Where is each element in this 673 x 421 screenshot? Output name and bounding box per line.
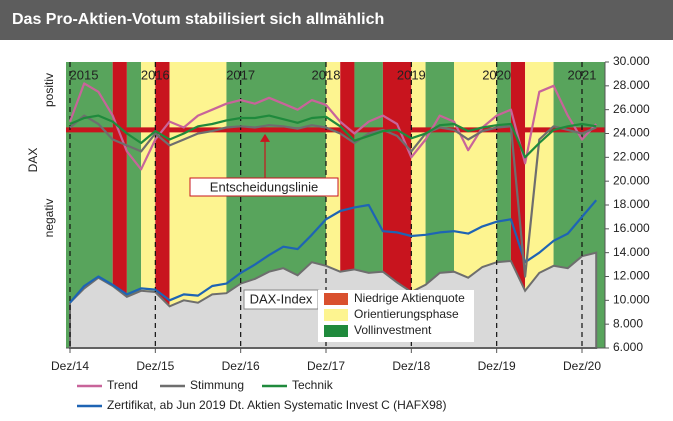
dax-label: DAX-Index — [250, 291, 313, 306]
series-line — [69, 114, 597, 278]
y-tick-label: 20.000 — [613, 173, 650, 187]
annotation: Entscheidungslinie — [210, 179, 318, 194]
year-label: 2021 — [568, 67, 597, 82]
chart-title: Das Pro-Aktien-Votum stabilisiert sich a… — [12, 11, 384, 28]
x-tick-label: Dez/20 — [563, 359, 601, 373]
x-tick-label: Dez/18 — [392, 359, 430, 373]
y-tick-label: 6.000 — [613, 340, 643, 354]
header-bar — [0, 0, 673, 40]
series-line — [69, 114, 597, 159]
legend-label: Trend — [107, 378, 138, 392]
side-label: positiv — [42, 73, 56, 107]
year-label: 2016 — [141, 67, 170, 82]
x-tick-label: Dez/19 — [478, 359, 516, 373]
x-tick-label: Dez/14 — [51, 359, 89, 373]
phase-legend-swatch — [324, 293, 348, 305]
phase-legend-label: Vollinvestment — [354, 323, 432, 337]
phase-legend-label: Niedrige Aktienquote — [354, 291, 465, 305]
y-axis-label: DAX — [26, 148, 40, 173]
phase-legend-swatch — [324, 325, 348, 337]
phase-band — [112, 62, 127, 348]
year-label: 2019 — [397, 67, 426, 82]
phase-band — [411, 62, 426, 348]
year-label: 2018 — [312, 67, 341, 82]
phase-band — [126, 62, 142, 348]
year-label: 2015 — [70, 67, 99, 82]
side-label: negativ — [42, 199, 56, 238]
y-tick-label: 26.000 — [613, 102, 650, 116]
series-line — [69, 199, 598, 304]
y-tick-label: 24.000 — [613, 126, 650, 140]
year-label: 2017 — [226, 67, 255, 82]
annotation-box — [189, 177, 339, 197]
y-tick-label: 16.000 — [613, 221, 650, 235]
y-tick-label: 30.000 — [613, 54, 650, 68]
phase-legend-label: Orientierungsphase — [354, 307, 459, 321]
x-tick-label: Dez/17 — [307, 359, 345, 373]
y-tick-label: 18.000 — [613, 197, 650, 211]
y-tick-label: 28.000 — [613, 78, 650, 92]
y-tick-label: 10.000 — [613, 293, 650, 307]
phase-legend-swatch — [324, 309, 348, 321]
legend-label: Stimmung — [190, 378, 244, 392]
y-tick-label: 12.000 — [613, 269, 650, 283]
y-tick-label: 14.000 — [613, 245, 650, 259]
x-tick-label: Dez/15 — [136, 359, 174, 373]
year-label: 2020 — [482, 67, 511, 82]
annotation-arrowhead — [260, 133, 270, 142]
y-tick-label: 8.000 — [613, 316, 643, 330]
y-tick-label: 22.000 — [613, 150, 650, 164]
x-tick-label: Dez/16 — [222, 359, 260, 373]
legend-label: Technik — [292, 378, 334, 392]
legend-label: Zertifikat, ab Jun 2019 Dt. Aktien Syste… — [107, 398, 446, 412]
